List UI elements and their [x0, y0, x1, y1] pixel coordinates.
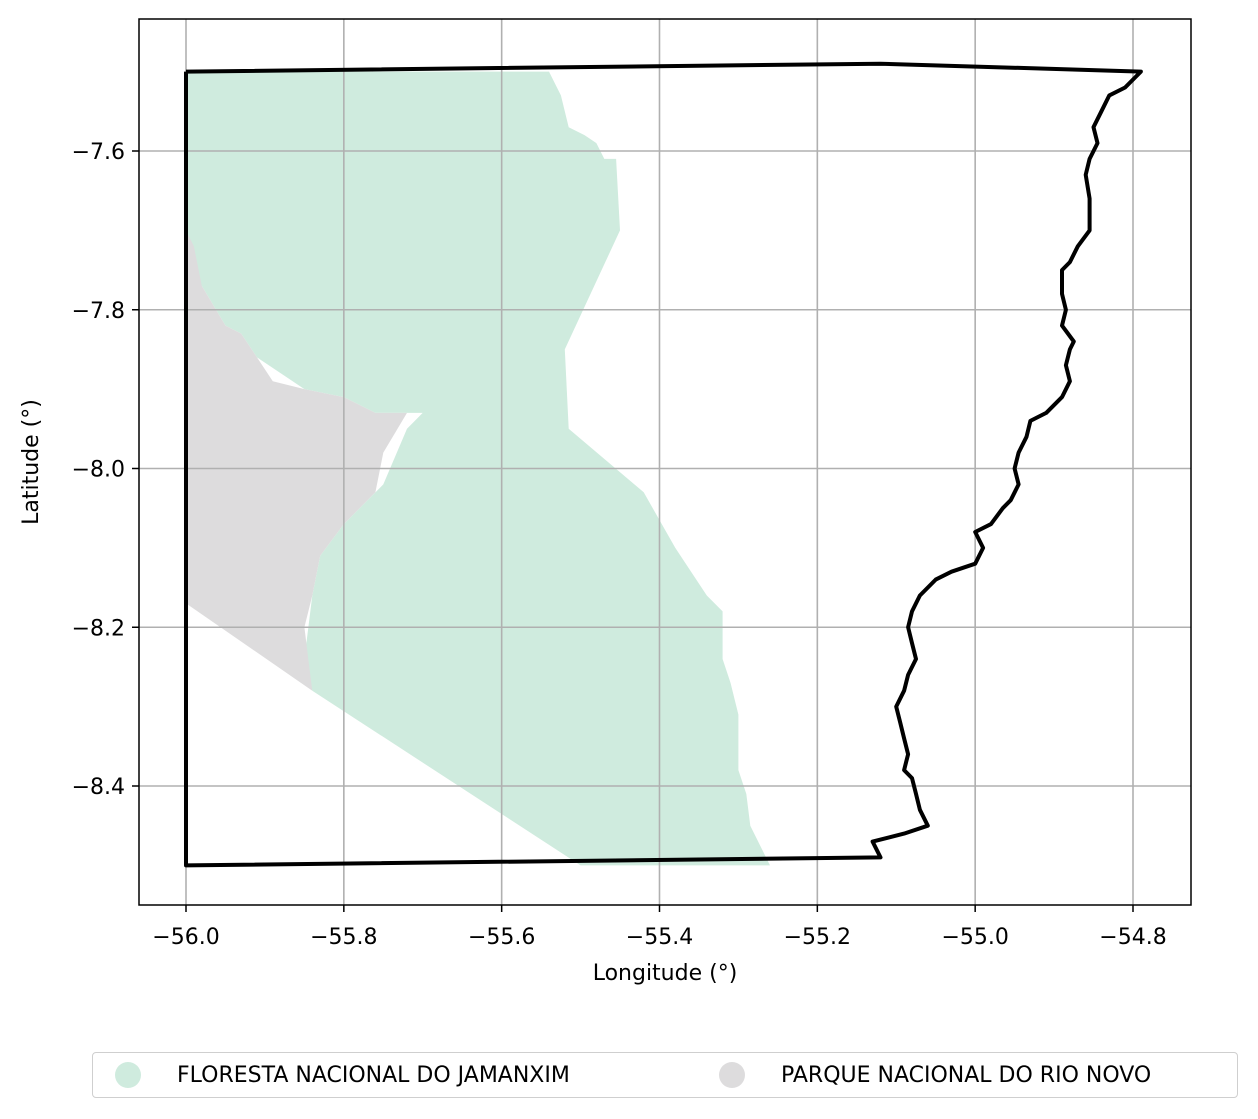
x-tick-label: −55.6: [468, 925, 535, 950]
x-tick-label: −55.0: [941, 925, 1008, 950]
x-tick-label: −55.4: [626, 925, 693, 950]
legend-dot-floresta-icon: [115, 1062, 141, 1088]
x-axis-title: Longitude (°): [593, 961, 738, 986]
y-tick-label: −7.8: [72, 299, 125, 324]
legend-label-parque: PARQUE NACIONAL DO RIO NOVO: [781, 1063, 1151, 1088]
x-tick-label: −56.0: [152, 925, 219, 950]
legend-label-floresta: FLORESTA NACIONAL DO JAMANXIM: [177, 1063, 570, 1088]
y-tick-label: −8.0: [72, 458, 125, 483]
x-tick-label: −54.8: [1099, 925, 1166, 950]
y-tick-label: −7.6: [72, 140, 125, 165]
map-figure: −56.0 −55.8 −55.6 −55.4 −55.2 −55.0 −54.8 −7.6…: [0, 0, 1258, 1040]
y-axis-title: Latitude (°): [19, 399, 44, 525]
legend: FLORESTA NACIONAL DO JAMANXIM PARQUE NAC…: [92, 1052, 1238, 1098]
x-tick-label: −55.8: [310, 925, 377, 950]
y-tick-label: −8.2: [72, 616, 125, 641]
y-axis-ticks: −7.6 −7.8 −8.0 −8.2 −8.4: [72, 140, 139, 800]
x-tick-label: −55.2: [784, 925, 851, 950]
legend-dot-parque-icon: [719, 1062, 745, 1088]
legend-item-floresta: FLORESTA NACIONAL DO JAMANXIM: [115, 1053, 570, 1097]
y-tick-label: −8.4: [72, 775, 125, 800]
x-axis-ticks: −56.0 −55.8 −55.6 −55.4 −55.2 −55.0 −54.8: [152, 905, 1166, 950]
legend-item-parque: PARQUE NACIONAL DO RIO NOVO: [719, 1053, 1151, 1097]
